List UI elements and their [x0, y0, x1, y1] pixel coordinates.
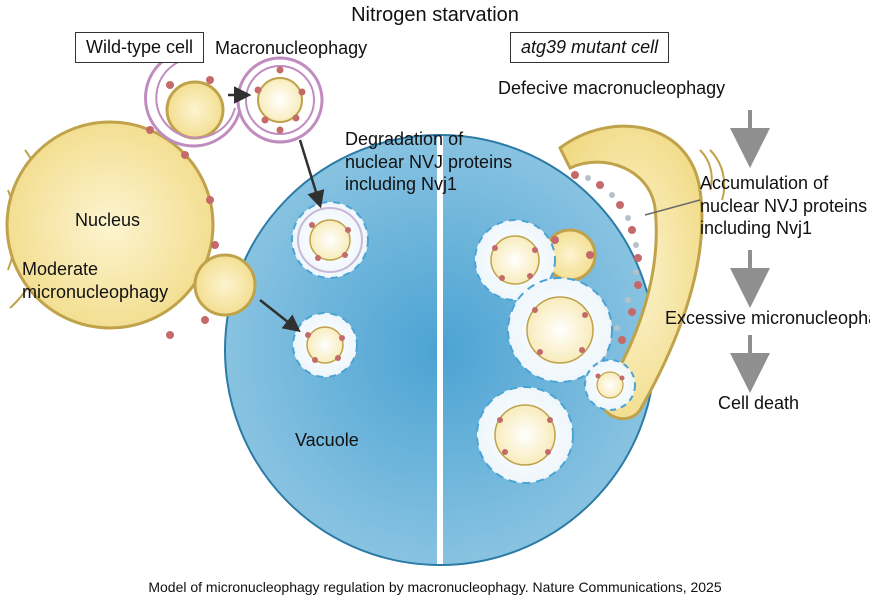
moderate-l2: micronucleophagy — [22, 282, 168, 302]
autophagosome — [238, 58, 322, 142]
degradation-l3: including Nvj1 — [345, 174, 457, 194]
mutant-box-label: atg39 mutant cell — [510, 32, 669, 63]
wildtype-box-label: Wild-type cell — [75, 32, 204, 63]
accum-l1: Accumulation of — [700, 173, 828, 193]
degradation-label: Degradation of nuclear NVJ proteins incl… — [345, 128, 512, 196]
degradation-l2: nuclear NVJ proteins — [345, 152, 512, 172]
defective-label: Defecive macronucleophagy — [498, 78, 725, 99]
degradation-l1: Degradation of — [345, 129, 463, 149]
title-label: Nitrogen starvation — [0, 4, 870, 27]
nucleus-label: Nucleus — [75, 210, 140, 231]
macronucleophagy-label: Macronucleophagy — [215, 38, 367, 59]
accum-l3: including Nvj1 — [700, 218, 812, 238]
moderate-label: Moderate micronucleophagy — [22, 258, 168, 303]
caption-label: Model of micronucleophagy regulation by … — [0, 579, 870, 595]
excessive-label: Excessive micronucleophagy — [665, 308, 870, 329]
accum-l2: nuclear NVJ proteins — [700, 196, 867, 216]
moderate-l1: Moderate — [22, 259, 98, 279]
cell-death-label: Cell death — [718, 393, 799, 414]
vacuole-label: Vacuole — [295, 430, 359, 451]
accumulation-label: Accumulation of nuclear NVJ proteins inc… — [700, 172, 867, 240]
